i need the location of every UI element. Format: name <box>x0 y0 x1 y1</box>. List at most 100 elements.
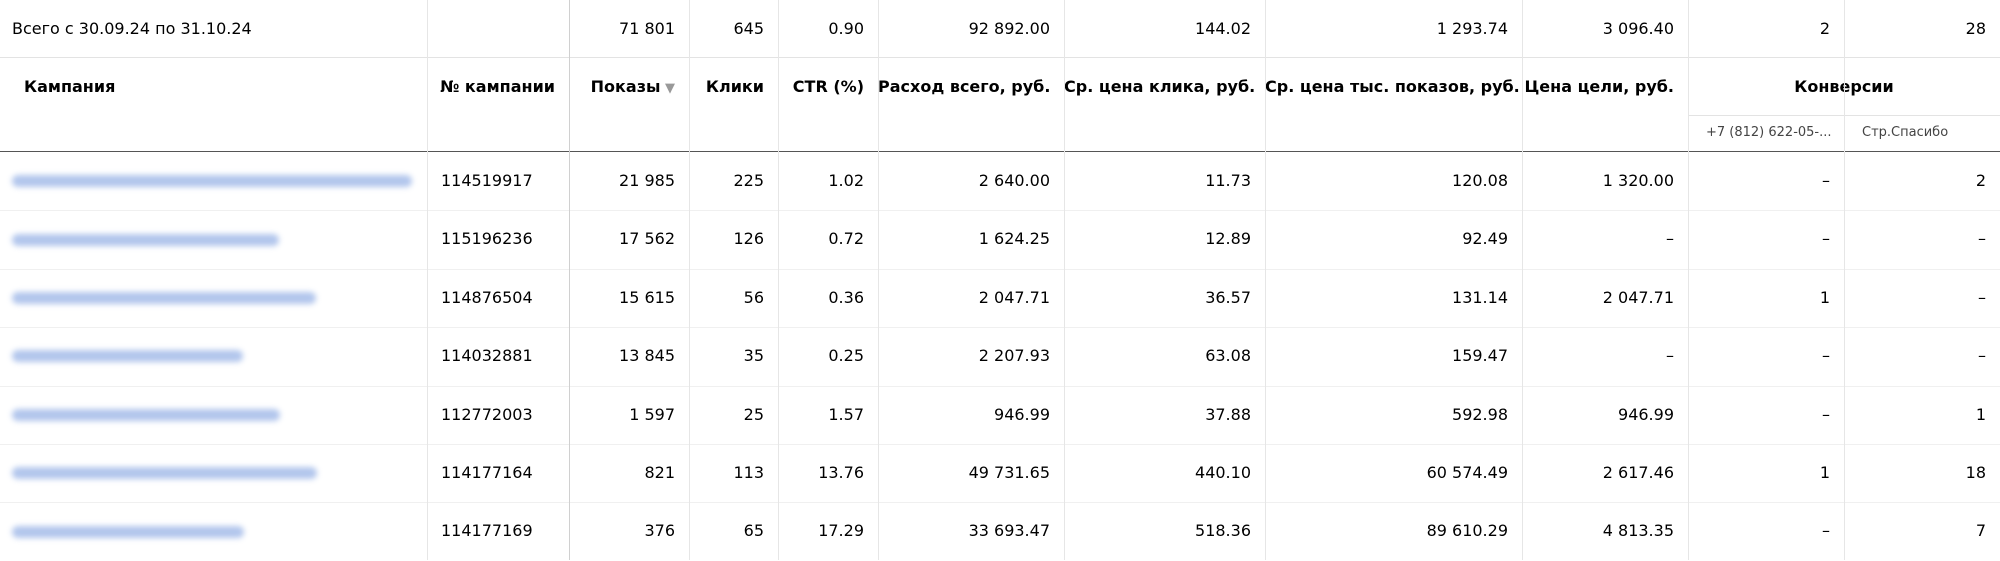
cell: 92.49 <box>1462 229 1508 249</box>
column-divider <box>427 0 428 560</box>
column-divider <box>1522 0 1523 560</box>
cell: 65 <box>743 521 764 541</box>
column-header[interactable]: Показы ▼ <box>590 77 675 96</box>
cell: 12.89 <box>1205 229 1251 249</box>
cell: – <box>1978 229 1986 249</box>
campaign-name-blurred <box>12 292 316 304</box>
cell: 113 <box>733 463 764 482</box>
cell: 126 <box>733 229 764 249</box>
cell: 1.57 <box>828 404 864 424</box>
cell: 0.25 <box>828 346 864 366</box>
row-divider <box>0 444 2000 445</box>
cell: 18 <box>1965 463 1986 482</box>
campaign-name-blurred <box>12 408 280 421</box>
column-divider <box>569 0 570 560</box>
row-divider <box>0 327 2000 329</box>
cell: 114032881 <box>441 346 533 366</box>
column-divider <box>1688 0 1689 560</box>
cell: 17 562 <box>619 229 675 249</box>
cell: – <box>1978 287 1986 307</box>
cell: – <box>1822 171 1830 190</box>
cell: 112772003 <box>441 404 533 424</box>
header-bottom <box>0 151 2000 152</box>
cell: – <box>1666 346 1674 366</box>
column-header[interactable]: Кампания <box>24 77 116 96</box>
cell: 25 <box>743 404 764 424</box>
cell: 2 047.71 <box>978 287 1050 307</box>
column-divider <box>878 0 879 560</box>
cell: 114519917 <box>441 171 533 190</box>
cell: 0.72 <box>828 229 864 249</box>
column-header[interactable]: Ср. цена клика, руб. <box>1064 77 1256 96</box>
column-header[interactable]: CTR (%) <box>792 77 864 96</box>
cell: 0.36 <box>828 287 864 307</box>
cell: 114177164 <box>441 463 533 482</box>
cell: – <box>1822 346 1830 366</box>
column-divider <box>1844 0 1845 560</box>
row-divider <box>0 210 2000 212</box>
campaign-name-blurred <box>12 175 412 188</box>
cell: 35 <box>743 346 764 366</box>
column-divider <box>1265 0 1266 560</box>
cell: 821 <box>644 463 675 482</box>
campaign-name-blurred <box>12 233 279 246</box>
cell: – <box>1822 521 1830 541</box>
cell: 2 640.00 <box>978 171 1050 190</box>
cell: – <box>1822 404 1830 424</box>
cell: 1 <box>1819 463 1830 482</box>
campaign-name-blurred <box>12 350 243 363</box>
cell: 2 207.93 <box>978 346 1050 366</box>
cell: 1 <box>1819 287 1830 307</box>
cell: 1.02 <box>828 171 864 190</box>
column-header[interactable]: № кампании <box>440 77 555 96</box>
summary-cell: 645 <box>733 19 764 38</box>
summary-cell: 3 096.40 <box>1602 19 1674 38</box>
cell: 115196236 <box>441 229 533 249</box>
column-header[interactable]: Расход всего, руб. <box>878 77 1051 96</box>
cell: 33 693.47 <box>968 521 1050 541</box>
cell: 2 <box>1975 171 1986 190</box>
cell: 89 610.29 <box>1426 521 1508 541</box>
cell: 13.76 <box>818 463 864 482</box>
summary-label: Всего с 30.09.24 по 31.10.24 <box>12 19 252 38</box>
cell: 7 <box>1975 521 1986 541</box>
cell: 36.57 <box>1205 287 1251 307</box>
cell: 11.73 <box>1205 171 1251 190</box>
column-divider <box>1064 0 1065 560</box>
cell: 114876504 <box>441 287 533 307</box>
cell: 1 <box>1975 404 1986 424</box>
column-header[interactable]: Цена цели, руб. <box>1524 77 1674 96</box>
cell: 131.14 <box>1452 287 1508 307</box>
column-divider <box>689 0 690 560</box>
cell: – <box>1978 346 1986 366</box>
cell: 1 320.00 <box>1602 171 1674 190</box>
cell: 1 624.25 <box>978 229 1050 249</box>
sort-arrow: ▼ <box>660 81 675 96</box>
cell: 17.29 <box>818 521 864 541</box>
column-divider <box>778 0 779 560</box>
cell: 946.99 <box>994 404 1050 424</box>
summary-cell: 2 <box>1819 19 1830 38</box>
cell: 2 617.46 <box>1602 463 1674 482</box>
summary-cell: 92 892.00 <box>968 19 1050 38</box>
summary-cell: 71 801 <box>619 19 675 38</box>
cell: 225 <box>733 171 764 190</box>
cell: 376 <box>644 521 675 541</box>
campaign-name-blurred <box>12 525 244 538</box>
row-divider <box>0 502 2000 504</box>
cell: – <box>1666 229 1674 249</box>
cell: 114177169 <box>441 521 533 541</box>
cell: 21 985 <box>619 171 675 190</box>
cell: 2 047.71 <box>1602 287 1674 307</box>
cell: 518.36 <box>1195 521 1251 541</box>
column-header[interactable]: Ср. цена тыс. показов, руб. <box>1265 77 1520 96</box>
cell: – <box>1822 229 1830 249</box>
summary-cell: 28 <box>1965 19 1986 38</box>
cell: 946.99 <box>1618 404 1674 424</box>
sub-header: Стр.Спасибо <box>1862 125 1949 140</box>
column-header[interactable]: Клики <box>705 77 764 96</box>
summary-cell: 144.02 <box>1195 19 1251 38</box>
campaign-name-blurred <box>12 467 317 480</box>
cell: 1 597 <box>629 404 675 424</box>
